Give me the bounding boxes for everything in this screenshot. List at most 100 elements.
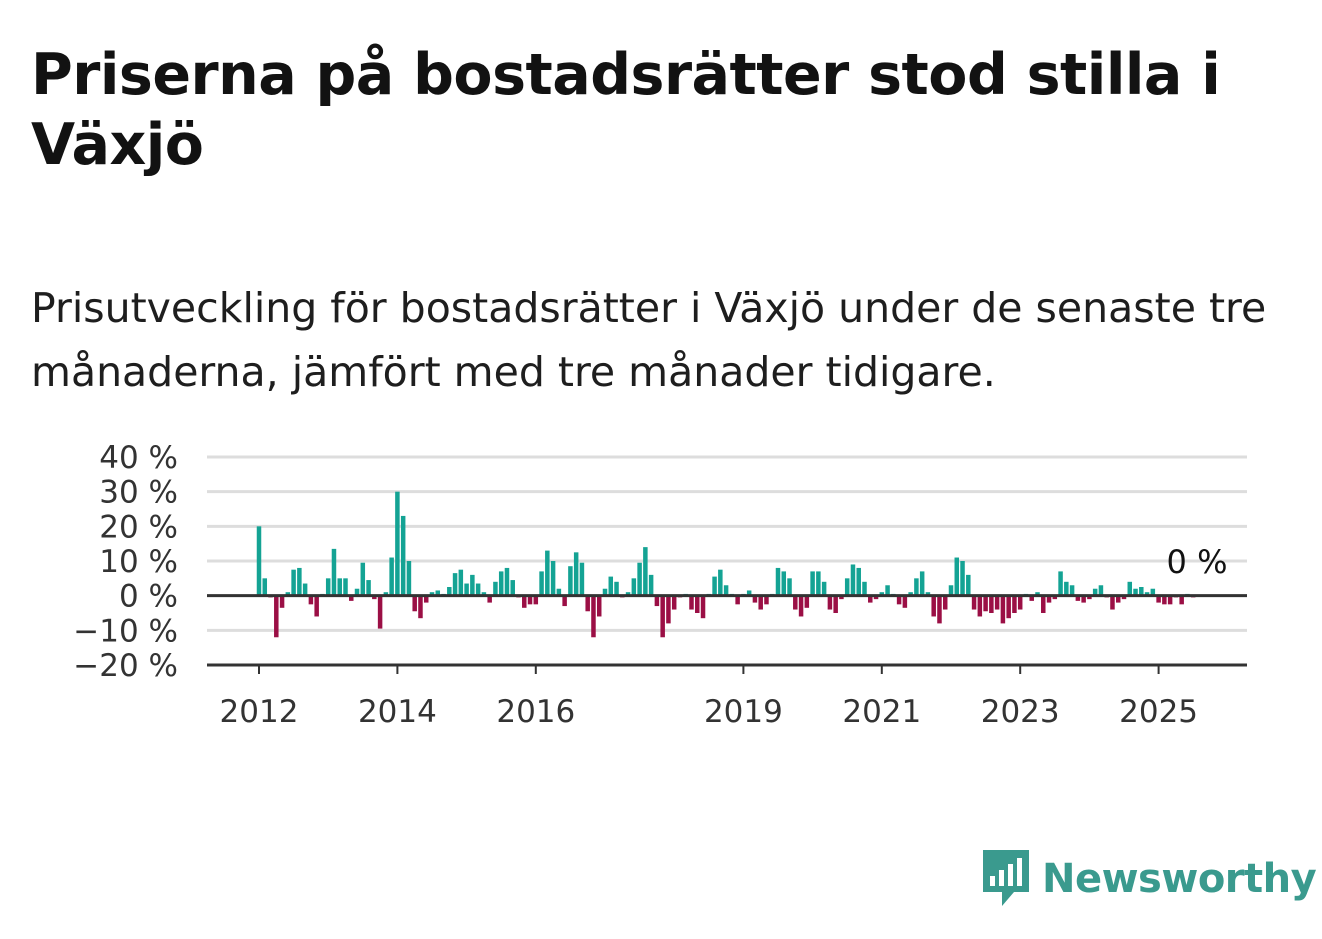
bar bbox=[856, 567, 861, 596]
bar bbox=[1052, 595, 1058, 600]
gridlines bbox=[207, 455, 1247, 632]
bar bbox=[1150, 588, 1156, 596]
bar bbox=[648, 574, 654, 596]
bar bbox=[1127, 581, 1133, 596]
bar bbox=[689, 595, 694, 610]
bar bbox=[960, 561, 965, 596]
bar bbox=[1121, 595, 1127, 600]
x-tick-label: 2023 bbox=[981, 694, 1060, 730]
bar bbox=[331, 548, 337, 596]
bar bbox=[498, 571, 504, 596]
bar bbox=[654, 595, 660, 607]
bar bbox=[1162, 595, 1167, 605]
bar bbox=[833, 595, 838, 613]
bar bbox=[302, 583, 308, 596]
bar bbox=[481, 592, 487, 596]
bar bbox=[966, 574, 971, 596]
bar bbox=[1139, 587, 1144, 596]
bar bbox=[418, 595, 423, 619]
bar bbox=[389, 557, 394, 596]
bar bbox=[1058, 571, 1063, 596]
y-tick-label: −20 % bbox=[73, 648, 178, 684]
bar bbox=[349, 595, 354, 601]
bar bbox=[827, 595, 833, 610]
bar bbox=[400, 515, 406, 596]
bar bbox=[1006, 595, 1011, 619]
bar bbox=[816, 571, 821, 596]
bar bbox=[487, 595, 492, 603]
bar bbox=[291, 569, 296, 596]
latest-value-annotation: 0 % bbox=[1167, 543, 1228, 581]
bar bbox=[360, 562, 366, 596]
x-tick-label: 2025 bbox=[1119, 694, 1198, 730]
bar bbox=[372, 595, 377, 600]
bar bbox=[735, 595, 740, 605]
bar bbox=[989, 595, 994, 613]
bar bbox=[885, 585, 890, 596]
bar bbox=[896, 595, 902, 605]
bar bbox=[556, 588, 562, 596]
bar bbox=[844, 578, 850, 596]
bar bbox=[337, 578, 342, 596]
y-tick-label: 30 % bbox=[99, 475, 178, 511]
bar bbox=[493, 581, 498, 596]
bar bbox=[937, 595, 942, 624]
x-tick-label: 2014 bbox=[358, 694, 437, 730]
bar bbox=[914, 578, 919, 596]
x-tick-label: 2012 bbox=[220, 694, 299, 730]
y-axis-labels: 40 %30 %20 %10 %0 %−10 %−20 % bbox=[73, 440, 178, 684]
bar bbox=[568, 566, 573, 596]
bar bbox=[718, 569, 723, 596]
y-tick-label: 40 % bbox=[99, 440, 178, 476]
bar bbox=[608, 576, 614, 596]
bar bbox=[579, 562, 585, 596]
bar bbox=[793, 595, 798, 610]
bar bbox=[550, 561, 556, 596]
bar bbox=[723, 585, 729, 596]
bar bbox=[602, 588, 608, 596]
bar bbox=[262, 578, 268, 596]
bar bbox=[614, 581, 619, 596]
bar bbox=[775, 567, 781, 596]
bar bbox=[1000, 595, 1006, 624]
bar bbox=[504, 567, 510, 596]
bar bbox=[862, 581, 867, 596]
bar bbox=[562, 595, 567, 607]
bar bbox=[637, 562, 642, 596]
bar bbox=[1144, 592, 1150, 596]
bar bbox=[395, 491, 400, 596]
bar bbox=[643, 547, 648, 596]
y-tick-label: 0 % bbox=[119, 579, 178, 615]
bar bbox=[971, 595, 977, 610]
bar bbox=[585, 595, 590, 612]
bar bbox=[787, 578, 792, 596]
bar bbox=[591, 595, 596, 638]
bar bbox=[994, 595, 1000, 610]
bar bbox=[839, 595, 844, 600]
bar bbox=[804, 595, 810, 608]
bar bbox=[522, 595, 527, 608]
bar bbox=[1041, 595, 1046, 613]
bar bbox=[977, 595, 983, 617]
bar bbox=[447, 587, 452, 596]
bar bbox=[625, 592, 631, 596]
bar bbox=[458, 569, 464, 596]
bar bbox=[429, 592, 435, 596]
bar bbox=[1029, 595, 1034, 601]
bar bbox=[377, 595, 383, 629]
x-tick-label: 2019 bbox=[704, 694, 783, 730]
bar bbox=[868, 595, 873, 603]
bar bbox=[931, 595, 936, 617]
bar bbox=[798, 595, 804, 617]
y-tick-label: −10 % bbox=[73, 613, 178, 649]
newsworthy-logo-icon bbox=[983, 850, 1029, 906]
bar bbox=[354, 588, 360, 596]
bar bbox=[383, 592, 389, 596]
bar bbox=[746, 590, 752, 596]
bar bbox=[452, 573, 458, 596]
bar bbox=[712, 576, 717, 596]
bar bbox=[1156, 595, 1161, 603]
bar bbox=[983, 595, 988, 612]
chart-title: Priserna på bostadsrätter stod stilla i … bbox=[31, 42, 1221, 178]
bar bbox=[700, 595, 706, 619]
